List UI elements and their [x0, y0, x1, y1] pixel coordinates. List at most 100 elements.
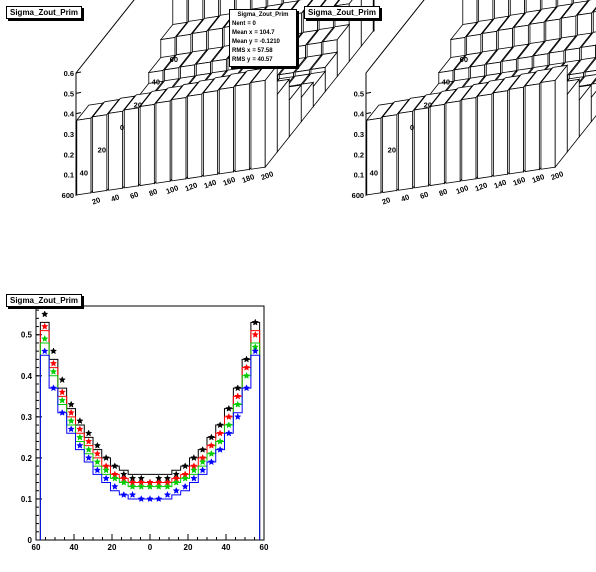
y-axis-label: 40 — [442, 78, 450, 87]
z-tick-label: 0.4 — [64, 110, 75, 119]
y-axis-label: 60 — [62, 191, 70, 200]
z-tick-label: 0.6 — [64, 69, 74, 78]
z-tick-label: 0.3 — [354, 130, 364, 139]
z-tick — [365, 112, 372, 115]
y-tick-label: 0.1 — [21, 495, 33, 504]
x-axis-label: 120 — [184, 180, 199, 193]
stats-row: Mean x = 104.7 — [232, 30, 275, 36]
z-tick — [75, 71, 82, 74]
bar-front — [445, 100, 461, 184]
x-tick-label: 40 — [70, 543, 79, 552]
bar-front — [139, 103, 155, 187]
x-axis-label: 100 — [165, 183, 180, 196]
data-point-star — [225, 429, 233, 437]
y-axis-label: 40 — [370, 168, 378, 177]
data-point-star — [225, 412, 233, 420]
z-tick-label: 0.3 — [64, 130, 74, 139]
data-point-star — [234, 384, 242, 392]
z-tick-label: 0.2 — [354, 150, 364, 159]
data-point-star — [216, 421, 224, 429]
data-point-star — [120, 490, 128, 498]
data-point-star — [198, 445, 207, 453]
data-point-star — [172, 486, 180, 494]
y-axis-label: 20 — [134, 100, 142, 109]
y-tick-label: 0.4 — [21, 372, 33, 381]
bar-side — [264, 64, 278, 169]
x-tick-label: 0 — [148, 543, 153, 552]
bar-front — [203, 90, 219, 177]
top-left-lego-plot: 0 0.1 0.2 0.3 0.4 0.5 0.6 60 40 200 20 40 60 20 40 60 80… — [62, 0, 375, 207]
data-point-star — [58, 376, 66, 384]
bar-front — [366, 117, 382, 196]
data-point-star — [207, 441, 216, 449]
z-tick-label: 0.5 — [354, 89, 364, 98]
y-axis-label: 60 — [460, 55, 468, 64]
data-point-star — [234, 392, 242, 400]
data-point-star — [181, 474, 189, 482]
data-point-star — [242, 363, 251, 371]
bar-front — [540, 79, 556, 170]
data-point-star — [76, 417, 84, 425]
data-point-star — [102, 474, 110, 482]
data-point-star — [137, 482, 145, 490]
data-point-star — [234, 400, 242, 408]
y-axis-label: 0 — [120, 123, 124, 132]
y-axis-label: 20 — [388, 146, 396, 155]
z-tick-label: 0.1 — [354, 171, 364, 180]
data-point-star — [76, 433, 84, 441]
data-point-star — [58, 388, 66, 396]
data-point-star — [84, 445, 93, 453]
bottom-profile-chart: 0 0.1 0.2 0.3 0.4 0.5 60 40 20 0 20 40 60 — [21, 305, 269, 552]
data-point-star — [163, 490, 172, 498]
bar-front — [123, 107, 139, 189]
x-axis-label: 80 — [148, 187, 159, 198]
y-axis-label: 60 — [352, 191, 360, 200]
y-axis-label: 40 — [152, 78, 160, 87]
x-axis-label: 40 — [400, 192, 411, 203]
data-point-star — [242, 384, 251, 392]
data-point-star — [93, 441, 102, 449]
data-point-star — [41, 334, 49, 342]
data-point-star — [225, 421, 233, 429]
data-point-star — [93, 458, 102, 466]
x-axis-label: 180 — [241, 172, 256, 185]
data-point-star — [49, 359, 58, 367]
data-point-star — [67, 408, 75, 416]
bar-front — [461, 97, 477, 182]
z-tick-label: 0 — [360, 191, 364, 200]
y-axis-label: 40 — [80, 168, 88, 177]
y-axis-label: 20 — [98, 146, 106, 155]
bar-front — [76, 117, 92, 196]
bar-front — [171, 97, 187, 182]
data-point-star — [76, 425, 84, 433]
data-point-star — [111, 462, 119, 470]
x-axis-label: 160 — [222, 175, 237, 188]
x-tick-label: 20 — [184, 543, 193, 552]
z-tick — [75, 91, 82, 94]
data-point-star — [67, 417, 75, 425]
data-point-star — [242, 355, 251, 363]
bar-front — [508, 86, 524, 175]
x-axis-label: 200 — [260, 169, 275, 182]
bar-front — [477, 93, 493, 180]
bottom-title: Sigma_Zout_Prim — [6, 294, 83, 307]
data-point-star — [190, 474, 198, 482]
data-point-star — [49, 347, 58, 355]
top-right-title: Sigma_Zout_Prim — [304, 6, 381, 19]
x-tick-label: 60 — [260, 543, 269, 552]
x-axis-label: 60 — [129, 190, 140, 201]
z-tick-label: 0 — [70, 191, 74, 200]
x-axis-label: 140 — [203, 178, 218, 191]
x-tick-label: 60 — [32, 543, 41, 552]
data-point-star — [207, 458, 216, 466]
data-point-star — [137, 495, 145, 503]
bar-front — [413, 107, 429, 189]
y-tick-label: 0.5 — [21, 331, 33, 340]
y-tick-label: 0 — [28, 536, 33, 545]
data-point-star — [146, 482, 154, 490]
data-point-star — [128, 482, 137, 490]
data-point-star — [251, 318, 259, 326]
data-point-star — [58, 408, 66, 416]
data-point-star — [41, 347, 49, 355]
histogram-outline — [39, 342, 261, 540]
